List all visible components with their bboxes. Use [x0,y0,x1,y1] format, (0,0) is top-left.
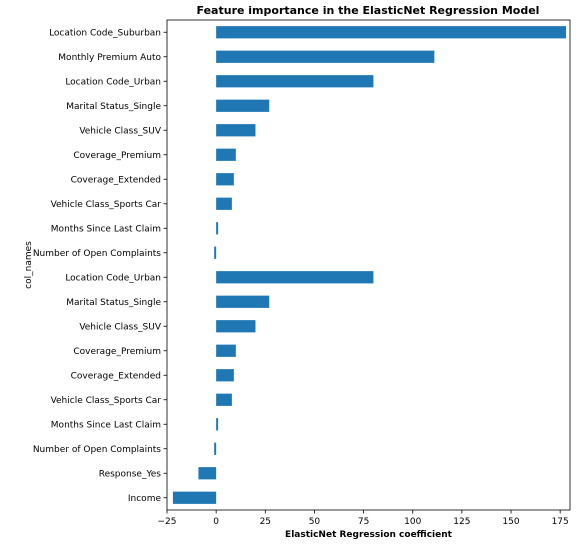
bar [216,320,255,332]
y-tick-label: Response_Yes [99,469,162,479]
y-tick-label: Marital Status_Single [66,298,161,308]
y-tick-label: Location Code_Urban [65,273,161,283]
x-tick-label: 0 [213,517,219,527]
bar [216,26,566,38]
x-axis-label: ElasticNet Regression coefficient [285,530,453,540]
bar [173,492,216,504]
y-tick-label: Number of Open Complaints [33,249,161,259]
y-tick-label: Coverage_Extended [71,371,161,381]
bar [216,51,434,63]
bar [216,75,373,87]
y-tick-label: Coverage_Extended [71,175,161,185]
y-tick-label: Number of Open Complaints [33,445,161,455]
bars-group [173,26,566,504]
x-tick-label: 75 [358,517,369,527]
y-tick-label: Marital Status_Single [66,102,161,112]
bar [216,198,232,210]
y-tick-label: Vehicle Class_SUV [79,126,162,136]
bar [198,467,216,479]
bar [216,296,269,308]
y-tick-label: Vehicle Class_Sports Car [51,200,162,210]
x-axis-ticks: −25 0 25 50 75 100 125 150 175 [158,510,569,527]
bar [216,345,236,357]
y-tick-label: Vehicle Class_Sports Car [51,396,162,406]
bar [216,222,218,234]
bar [214,247,216,259]
x-tick-label: 100 [404,517,421,527]
y-axis-ticks: Location Code_Suburban Monthly Premium Au… [33,28,167,504]
y-tick-label: Coverage_Premium [73,151,161,161]
y-tick-label: Location Code_Suburban [49,28,161,38]
x-tick-label: 125 [453,517,470,527]
x-tick-label: 175 [552,517,569,527]
bar [214,443,216,455]
bar [216,124,255,136]
chart-title: Feature importance in the ElasticNet Reg… [197,4,540,17]
bar [216,149,236,161]
x-tick-label: 25 [260,517,271,527]
y-tick-label: Location Code_Urban [65,77,161,87]
y-tick-label: Vehicle Class_SUV [79,322,162,332]
y-tick-label: Months Since Last Claim [51,420,161,430]
bar [216,173,234,185]
x-tick-label: −25 [158,517,177,527]
plot-frame [167,20,570,510]
y-tick-label: Income [128,494,162,504]
bar [216,369,234,381]
y-axis-label: col_names [24,241,34,289]
bar [216,271,373,283]
y-tick-label: Monthly Premium Auto [58,53,161,63]
bar [216,394,232,406]
x-tick-label: 150 [502,517,519,527]
bar [216,418,218,430]
x-tick-label: 50 [309,517,321,527]
bar [216,100,269,112]
y-tick-label: Coverage_Premium [73,347,161,357]
y-tick-label: Months Since Last Claim [51,224,161,234]
